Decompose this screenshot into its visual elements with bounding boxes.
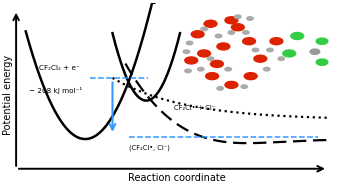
Circle shape: [264, 67, 270, 71]
Text: (CF₂Cl•, Cl⁻): (CF₂Cl•, Cl⁻): [129, 144, 170, 151]
Circle shape: [316, 38, 328, 44]
Circle shape: [232, 24, 244, 31]
Circle shape: [185, 57, 198, 64]
Circle shape: [225, 81, 238, 88]
Circle shape: [217, 87, 223, 90]
Circle shape: [206, 73, 219, 80]
Circle shape: [204, 20, 217, 27]
Circle shape: [215, 34, 222, 38]
Text: Reaction coordinate: Reaction coordinate: [128, 173, 226, 183]
Circle shape: [198, 50, 211, 57]
Circle shape: [185, 69, 191, 73]
Circle shape: [225, 17, 238, 24]
Circle shape: [228, 31, 235, 34]
Text: CF₂Cl₂ + e⁻: CF₂Cl₂ + e⁻: [39, 65, 80, 71]
Circle shape: [252, 48, 259, 52]
Circle shape: [225, 67, 232, 71]
Circle shape: [235, 15, 241, 19]
Circle shape: [241, 85, 247, 88]
Circle shape: [186, 41, 193, 45]
Circle shape: [247, 17, 253, 20]
Circle shape: [243, 31, 249, 34]
Text: − 208 kJ mol⁻¹: − 208 kJ mol⁻¹: [29, 87, 82, 94]
Circle shape: [207, 57, 214, 60]
Text: Potential energy: Potential energy: [3, 54, 13, 135]
Circle shape: [310, 49, 320, 54]
Circle shape: [254, 55, 267, 62]
Circle shape: [316, 59, 328, 65]
Text: CF₂Cl• + Cl⁻: CF₂Cl• + Cl⁻: [174, 105, 215, 111]
Circle shape: [278, 57, 284, 60]
Circle shape: [270, 38, 283, 45]
Circle shape: [211, 60, 223, 67]
Circle shape: [201, 27, 207, 31]
Circle shape: [198, 67, 204, 71]
Circle shape: [243, 38, 255, 45]
Circle shape: [291, 33, 304, 40]
Circle shape: [191, 31, 204, 38]
Circle shape: [267, 48, 273, 52]
Circle shape: [217, 43, 230, 50]
Circle shape: [183, 50, 190, 53]
Circle shape: [244, 73, 257, 80]
Circle shape: [283, 50, 296, 57]
